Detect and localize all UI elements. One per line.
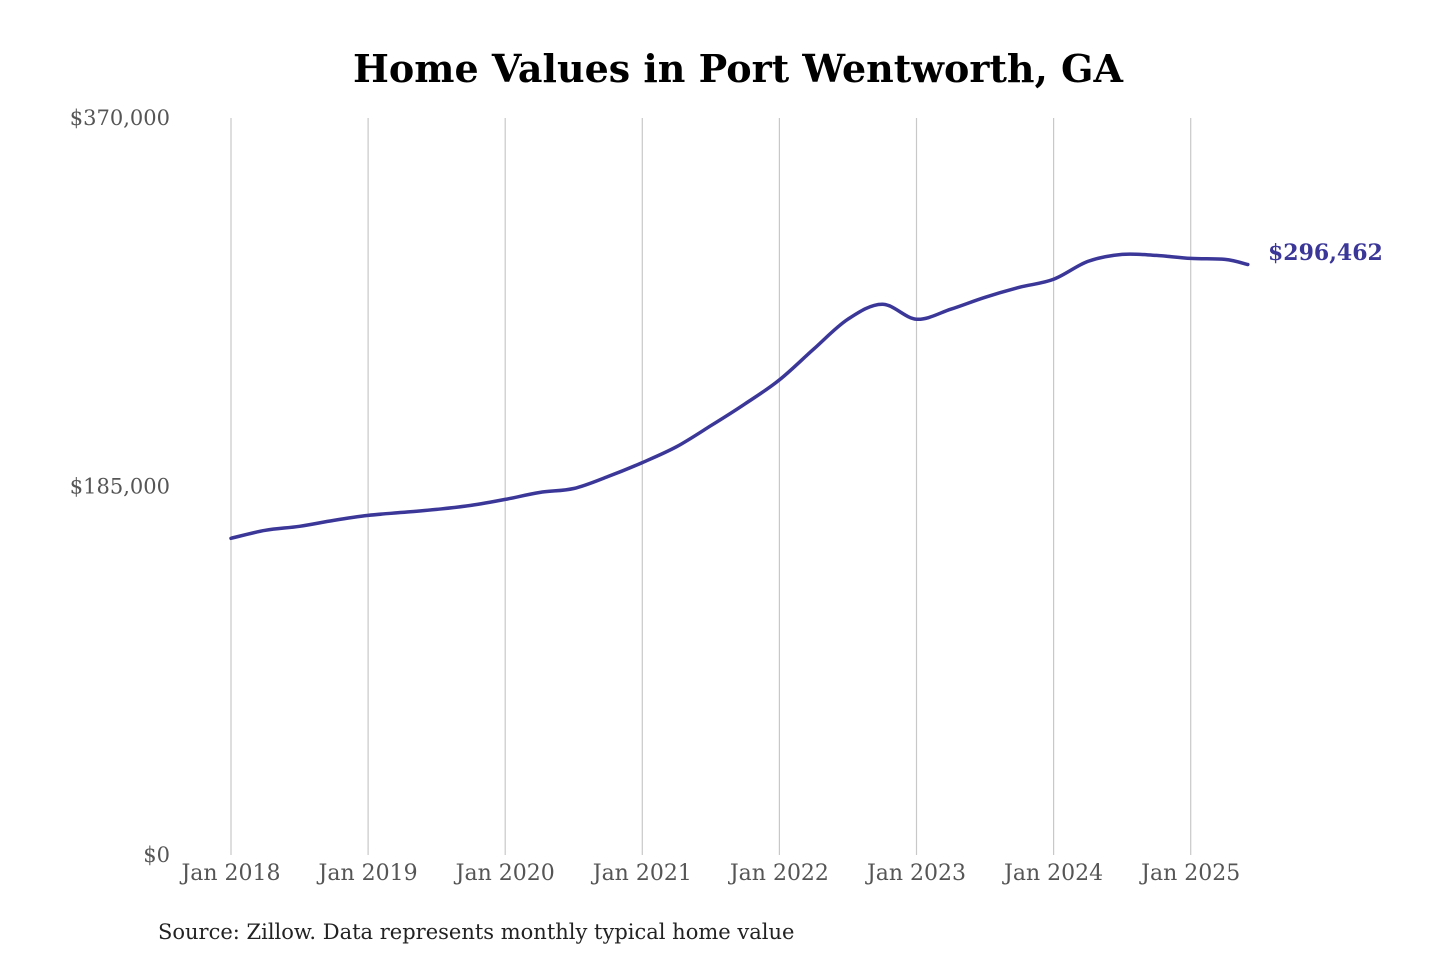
- y-tick-label: $185,000: [70, 475, 170, 499]
- x-tick-label: Jan 2020: [454, 861, 555, 886]
- y-axis: $0 $185,000 $370,000: [70, 106, 170, 867]
- x-axis: Jan 2018 Jan 2019 Jan 2020 Jan 2021 Jan 2022…: [179, 861, 1240, 886]
- x-tick-label: Jan 2025: [1139, 861, 1240, 886]
- x-tick-label: Jan 2018: [179, 861, 280, 886]
- x-tick-label: Jan 2021: [591, 861, 692, 886]
- series-layer: [229, 252, 1250, 541]
- x-tick-label: Jan 2022: [728, 861, 829, 886]
- series-line: [229, 252, 1250, 541]
- grid: [230, 118, 1192, 855]
- y-tick-label: $0: [143, 843, 170, 867]
- x-tick-label: Jan 2019: [317, 861, 418, 886]
- x-tick-label: Jan 2023: [865, 861, 966, 886]
- source-note: Source: Zillow. Data represents monthly …: [158, 920, 794, 944]
- end-value-label: $296,462: [1268, 240, 1383, 266]
- chart-title: Home Values in Port Wentworth, GA: [353, 46, 1123, 91]
- x-tick-label: Jan 2024: [1002, 861, 1103, 886]
- y-tick-label: $370,000: [70, 106, 170, 130]
